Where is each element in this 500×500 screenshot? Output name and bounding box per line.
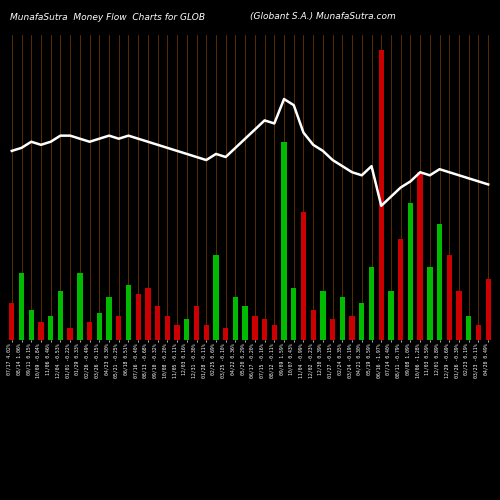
Bar: [301, 212, 306, 340]
Text: MunafaSutra  Money Flow  Charts for GLOB: MunafaSutra Money Flow Charts for GLOB: [10, 12, 205, 22]
Bar: [77, 273, 82, 340]
Bar: [456, 291, 462, 340]
Bar: [378, 50, 384, 340]
Bar: [232, 298, 238, 340]
Bar: [68, 328, 73, 340]
Bar: [359, 304, 364, 340]
Bar: [340, 298, 345, 340]
Bar: [476, 325, 481, 340]
Bar: [242, 306, 248, 340]
Bar: [291, 288, 296, 340]
Bar: [398, 240, 404, 340]
Bar: [310, 310, 316, 340]
Bar: [204, 325, 209, 340]
Bar: [194, 306, 199, 340]
Bar: [272, 325, 277, 340]
Bar: [350, 316, 355, 340]
Bar: [155, 306, 160, 340]
Bar: [96, 312, 102, 340]
Bar: [388, 291, 394, 340]
Bar: [486, 279, 491, 340]
Bar: [418, 172, 423, 340]
Bar: [282, 142, 286, 340]
Bar: [369, 267, 374, 340]
Bar: [9, 304, 15, 340]
Bar: [330, 318, 336, 340]
Bar: [38, 322, 44, 340]
Bar: [320, 291, 326, 340]
Bar: [184, 318, 190, 340]
Bar: [437, 224, 442, 340]
Bar: [145, 288, 150, 340]
Bar: [262, 318, 268, 340]
Bar: [174, 325, 180, 340]
Bar: [48, 316, 54, 340]
Bar: [223, 328, 228, 340]
Bar: [19, 273, 24, 340]
Bar: [28, 310, 34, 340]
Bar: [214, 254, 218, 340]
Bar: [58, 291, 63, 340]
Bar: [126, 285, 131, 340]
Bar: [116, 316, 121, 340]
Bar: [446, 254, 452, 340]
Bar: [87, 322, 92, 340]
Bar: [466, 316, 471, 340]
Bar: [252, 316, 258, 340]
Bar: [106, 298, 112, 340]
Bar: [408, 203, 413, 340]
Text: (Globant S.A.) MunafaSutra.com: (Globant S.A.) MunafaSutra.com: [250, 12, 396, 22]
Bar: [427, 267, 432, 340]
Bar: [136, 294, 141, 340]
Bar: [164, 316, 170, 340]
